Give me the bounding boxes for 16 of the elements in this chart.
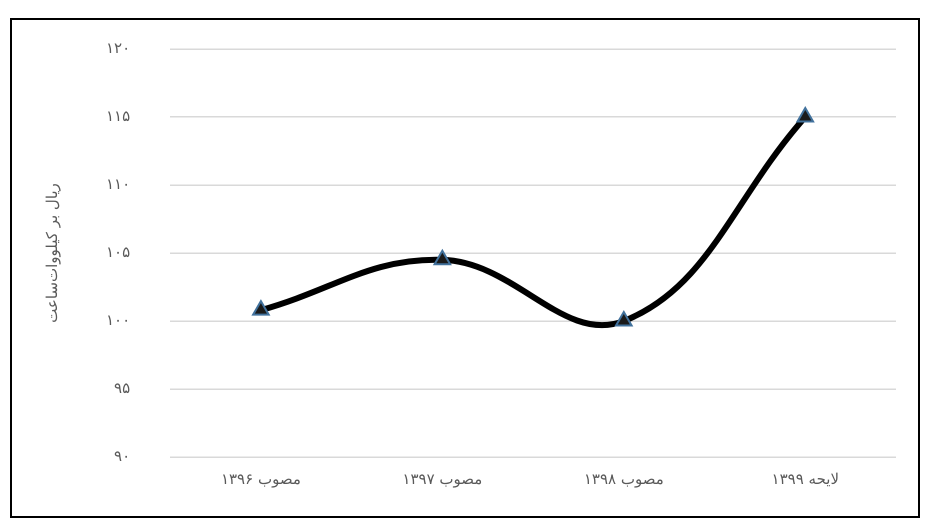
point: [434, 250, 452, 266]
x-tick-label: مصوب ۱۳۹۶: [220, 470, 301, 488]
y-tick-label: ۱۰۵: [106, 242, 130, 261]
x-tick-label: مصوب ۱۳۹۷: [402, 470, 482, 488]
y-tick-label: ۱۱۰: [106, 174, 130, 193]
x-tick-label: لایحه ۱۳۹۹: [772, 470, 840, 488]
point: [615, 311, 633, 326]
y-tick-label: ۹۵: [114, 378, 130, 397]
point: [252, 300, 270, 316]
y-tick-label: ۱۱۵: [106, 106, 130, 125]
point: [796, 107, 814, 122]
y-tick-label: ۹۰: [114, 446, 130, 465]
x-tick-label: مصوب ۱۳۹۸: [584, 470, 664, 488]
y-axis-title: ریال بر کیلووات‌ساعت: [42, 183, 61, 323]
y-tick-label: ۱۰۰: [106, 310, 130, 329]
y-tick-label: ۱۲۰: [106, 38, 130, 57]
